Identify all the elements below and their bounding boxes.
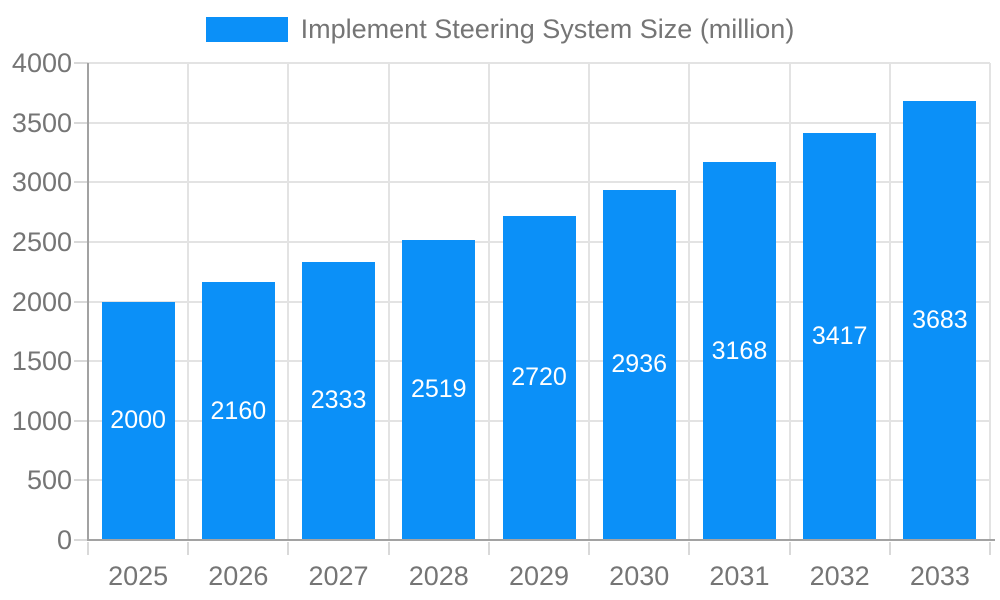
y-axis-tick (74, 300, 88, 303)
gridline-vertical (588, 63, 591, 540)
y-axis-tick-label: 4000 (11, 48, 72, 78)
bar-value-label: 3168 (711, 336, 768, 365)
bar-value-label: 2936 (611, 350, 668, 379)
x-axis-tick-label: 2033 (909, 561, 970, 591)
y-axis-tick-label: 3500 (11, 107, 72, 138)
bar-value-label: 2160 (210, 396, 267, 425)
gridline-vertical (688, 63, 691, 540)
y-axis-tick-label: 2500 (11, 226, 72, 257)
legend-item[interactable]: Implement Steering System Size (million) (0, 14, 1000, 45)
x-axis-line (87, 539, 995, 541)
y-axis-tick-label: 1500 (11, 346, 72, 377)
bar[interactable]: 2720 (502, 215, 576, 540)
bar[interactable]: 3683 (903, 100, 977, 540)
bar-value-label: 3683 (912, 305, 968, 334)
x-axis-tick (387, 542, 390, 555)
x-axis-tick (287, 542, 290, 555)
gridline-vertical (888, 63, 891, 540)
x-axis-tick-label: 2025 (108, 561, 169, 591)
bar[interactable]: 2000 (101, 301, 175, 540)
x-axis-tick-label: 2030 (609, 561, 670, 591)
bar-value-label: 2000 (110, 406, 166, 435)
gridline-vertical (989, 63, 991, 540)
x-axis-tick-label: 2028 (408, 561, 469, 591)
bar[interactable]: 3417 (803, 132, 877, 540)
y-axis-tick-label: 0 (56, 525, 72, 555)
gridline-vertical (387, 63, 390, 540)
x-axis-tick (888, 542, 891, 555)
x-axis-tick (187, 542, 190, 555)
y-axis-tick (74, 240, 88, 243)
y-axis-line (87, 63, 89, 541)
gridline-horizontal (88, 62, 990, 64)
y-axis-tick (74, 121, 88, 124)
x-axis-tick-label: 2027 (308, 561, 369, 591)
y-axis-tick-label: 500 (26, 465, 72, 496)
legend-label: Implement Steering System Size (million) (300, 14, 795, 44)
legend-swatch (205, 17, 288, 42)
x-axis-tick (588, 542, 591, 555)
gridline-vertical (187, 63, 190, 540)
x-axis-tick (688, 542, 691, 555)
x-axis-tick (87, 542, 89, 555)
y-axis-tick (74, 62, 88, 64)
gridline-horizontal (88, 121, 990, 124)
bar[interactable]: 2519 (402, 239, 476, 540)
x-axis-tick (788, 542, 791, 555)
bar[interactable]: 2333 (302, 261, 376, 540)
plot-area: 2000 2160 2333 2519 2720 2936 3168 3417 3683 (88, 62, 991, 540)
y-axis-tick (74, 479, 88, 482)
x-axis-tick-label: 2029 (508, 561, 570, 591)
x-axis-tick (989, 542, 991, 555)
gridline-vertical (487, 63, 490, 540)
bar-value-label: 3417 (811, 321, 868, 350)
gridline-horizontal (88, 181, 990, 184)
bar-value-label: 2519 (410, 375, 467, 404)
gridline-vertical (788, 63, 791, 540)
bar-value-label: 2720 (511, 363, 567, 392)
y-axis-tick (74, 360, 88, 363)
bar[interactable]: 2160 (201, 282, 275, 540)
x-axis-tick-label: 2031 (709, 561, 770, 591)
y-axis-tick-label: 2000 (11, 286, 72, 317)
x-axis-tick-label: 2026 (208, 561, 269, 591)
x-axis-tick-label: 2032 (809, 561, 870, 591)
y-axis-tick-label: 1000 (11, 405, 72, 436)
x-axis-tick (487, 542, 490, 555)
y-axis-tick (74, 181, 88, 184)
y-axis-tick (74, 539, 88, 541)
bar-value-label: 2333 (310, 386, 367, 415)
bar[interactable]: 3168 (702, 162, 776, 540)
y-axis-tick-label: 3000 (11, 167, 72, 198)
y-axis-tick (74, 419, 88, 422)
gridline-vertical (287, 63, 290, 540)
bar[interactable]: 2936 (602, 189, 676, 540)
